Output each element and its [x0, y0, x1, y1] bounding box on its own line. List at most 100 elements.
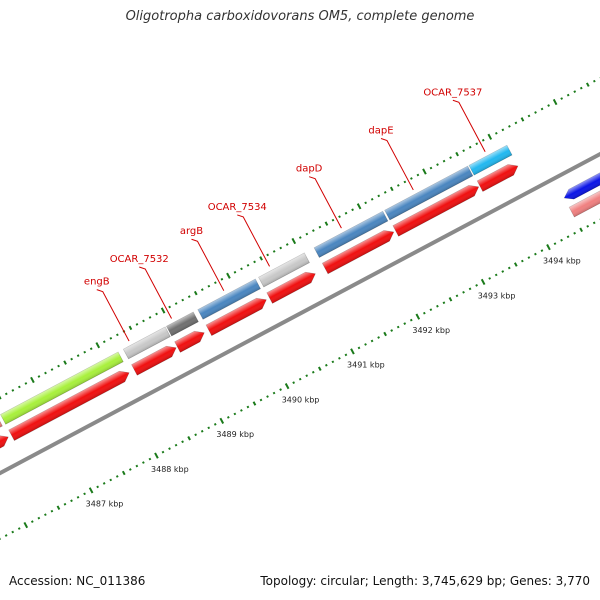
- inner-tick: [279, 388, 282, 391]
- cds-arrow-forward: [131, 345, 177, 376]
- outer-tick: [534, 111, 537, 114]
- outer-tick: [396, 184, 400, 187]
- inner-tick: [475, 284, 478, 287]
- outer-tick: [246, 263, 250, 267]
- outer-tick: [416, 173, 420, 177]
- outer-tick: [442, 159, 446, 163]
- inner-tick: [128, 468, 132, 471]
- gene-block: [0, 415, 3, 437]
- outer-tick: [135, 323, 139, 326]
- outer-tick: [226, 272, 231, 279]
- inner-tick: [494, 273, 498, 277]
- outer-tick: [116, 333, 119, 337]
- outer-tick: [592, 79, 596, 83]
- inner-tick: [501, 270, 505, 273]
- outer-tick: [11, 389, 15, 392]
- outer-tick: [324, 221, 329, 226]
- outer-tick: [193, 290, 198, 296]
- inner-tick: [344, 353, 348, 357]
- scale-tick-label: 3492 kbp: [412, 326, 450, 335]
- inner-tick: [527, 256, 531, 259]
- cds-arrow-forward: [266, 271, 316, 304]
- outer-tick: [233, 270, 237, 274]
- inner-tick: [305, 374, 309, 378]
- outer-tick: [259, 256, 263, 261]
- outer-tick: [37, 375, 41, 378]
- inner-tick: [455, 294, 459, 298]
- gene-label-line: [380, 138, 414, 191]
- gene-label: engB: [84, 277, 110, 288]
- inner-tick: [409, 318, 413, 322]
- outer-tick: [70, 357, 73, 361]
- gene-block: [313, 210, 389, 258]
- inner-tick: [284, 383, 290, 390]
- cds-arrow-forward: [205, 297, 267, 337]
- scale-tick-label: 3493 kbp: [478, 291, 516, 300]
- outer-tick: [487, 133, 493, 140]
- outer-tick: [494, 131, 498, 135]
- gene-block: [468, 144, 513, 176]
- inner-tick: [534, 252, 537, 256]
- inner-tick: [213, 422, 217, 426]
- outer-tick: [573, 90, 577, 93]
- inner-tick: [121, 470, 126, 476]
- outer-tick: [436, 163, 439, 166]
- gene-block: [384, 165, 474, 221]
- reverse-gene-arrow: [563, 168, 600, 200]
- outer-tick: [481, 138, 485, 142]
- gene-label: OCAR_7537: [423, 87, 482, 98]
- gene-label-line: [139, 266, 172, 319]
- outer-tick: [501, 128, 505, 132]
- inner-tick: [181, 440, 184, 444]
- inner-tick: [168, 447, 171, 451]
- inner-tick: [573, 231, 576, 235]
- inner-tick: [448, 297, 453, 302]
- outer-tick: [266, 253, 269, 257]
- inner-tick: [23, 521, 29, 529]
- outer-tick: [214, 281, 217, 285]
- inner-tick: [76, 495, 80, 499]
- inner-tick: [44, 513, 47, 517]
- inner-tick: [468, 287, 472, 291]
- inner-tick: [219, 417, 225, 424]
- inner-tick: [30, 520, 34, 523]
- gene-label: dapE: [368, 125, 393, 136]
- outer-tick: [95, 342, 101, 349]
- inner-tick: [102, 482, 106, 485]
- outer-tick: [89, 347, 93, 351]
- inner-tick: [246, 405, 250, 409]
- inner-tick: [17, 527, 21, 530]
- gene-label: OCAR_7534: [208, 202, 267, 213]
- outer-tick: [514, 121, 518, 125]
- inner-tick: [311, 370, 315, 374]
- outer-tick: [455, 151, 459, 157]
- inner-tick: [553, 242, 557, 246]
- inner-tick: [226, 416, 230, 419]
- inner-tick: [4, 534, 8, 537]
- inner-tick: [390, 329, 394, 332]
- cds-arrow-forward: [174, 330, 205, 353]
- inner-tick: [187, 436, 191, 441]
- outer-tick: [389, 186, 394, 192]
- inner-tick: [462, 290, 465, 294]
- gene-label-line: [96, 289, 130, 342]
- outer-tick: [508, 125, 511, 128]
- outer-tick: [377, 194, 381, 198]
- outer-tick: [422, 168, 427, 175]
- inner-tick: [403, 322, 407, 325]
- outer-tick: [253, 260, 256, 264]
- outer-tick: [305, 232, 309, 236]
- outer-tick: [468, 145, 472, 149]
- outer-tick: [462, 149, 466, 153]
- inner-tick: [566, 235, 570, 239]
- outer-tick: [475, 142, 479, 146]
- outer-tick: [220, 277, 224, 281]
- scale-tick-label: 3490 kbp: [282, 395, 320, 404]
- outer-tick: [240, 267, 243, 271]
- inner-tick: [135, 464, 139, 468]
- inner-tick: [11, 530, 15, 534]
- outer-tick: [520, 117, 525, 122]
- cds-arrow-forward: [321, 230, 395, 275]
- outer-tick: [547, 104, 550, 107]
- inner-tick: [161, 450, 165, 454]
